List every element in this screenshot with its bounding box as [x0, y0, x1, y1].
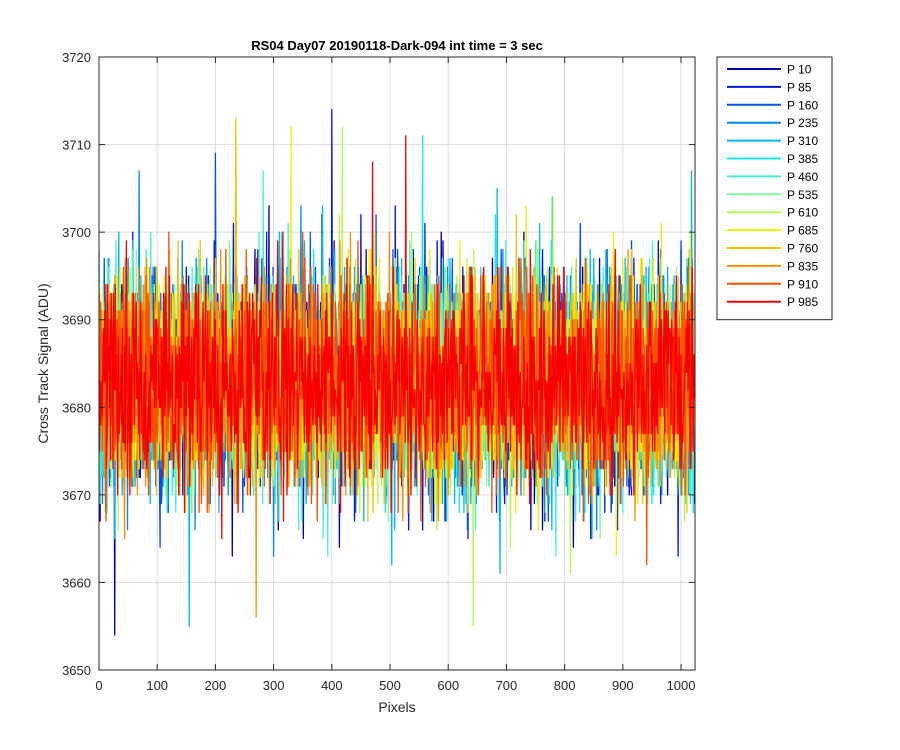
legend-label: P 985	[787, 295, 818, 309]
legend-label: P 10	[787, 63, 812, 77]
y-axis-title: Cross Track Signal (ADU)	[35, 283, 51, 443]
legend-label: P 910	[787, 277, 818, 291]
x-tick-label: 0	[95, 678, 102, 693]
x-tick-label: 400	[321, 678, 343, 693]
x-axis-title: Pixels	[378, 699, 415, 715]
legend-label: P 235	[787, 116, 818, 130]
legend-label: P 835	[787, 259, 818, 273]
x-tick-label: 900	[612, 678, 634, 693]
y-tick-label: 3690	[62, 313, 91, 328]
x-tick-label: 1000	[667, 678, 696, 693]
legend: P 10 P 85 P 160 P 235 P 310 P 385 P 460 P 535 P …	[716, 56, 833, 321]
legend-label: P 760	[787, 242, 818, 256]
legend-label: P 535	[787, 188, 818, 202]
y-tick-label: 3660	[62, 575, 91, 590]
y-tick-label: 3700	[62, 225, 91, 240]
y-tick-label: 3680	[62, 400, 91, 415]
legend-box	[716, 56, 833, 321]
legend-label: P 160	[787, 98, 818, 112]
series-line-p985	[99, 135, 695, 540]
chart-title: RS04 Day07 20190118-Dark-094 int time = …	[251, 38, 543, 53]
axis-ticks: 0 100 200 300 400 500 600 700 800 900 1000 3650 3660…	[62, 50, 695, 693]
legend-label: P 685	[787, 224, 818, 238]
legend-label: P 610	[787, 206, 818, 220]
x-tick-label: 800	[554, 678, 576, 693]
x-tick-label: 500	[379, 678, 401, 693]
x-tick-label: 100	[146, 678, 168, 693]
y-tick-label: 3670	[62, 488, 91, 503]
x-tick-label: 200	[205, 678, 227, 693]
legend-label: P 85	[787, 80, 812, 94]
y-tick-label: 3710	[62, 138, 91, 153]
y-tick-label: 3650	[62, 663, 91, 678]
x-tick-label: 600	[437, 678, 459, 693]
legend-label: P 310	[787, 134, 818, 148]
x-tick-label: 300	[263, 678, 285, 693]
legend-label: P 385	[787, 152, 818, 166]
legend-label: P 460	[787, 170, 818, 184]
x-tick-label: 700	[496, 678, 518, 693]
series-lines	[99, 108, 695, 636]
plot-border	[98, 56, 696, 671]
y-tick-label: 3720	[62, 50, 91, 65]
